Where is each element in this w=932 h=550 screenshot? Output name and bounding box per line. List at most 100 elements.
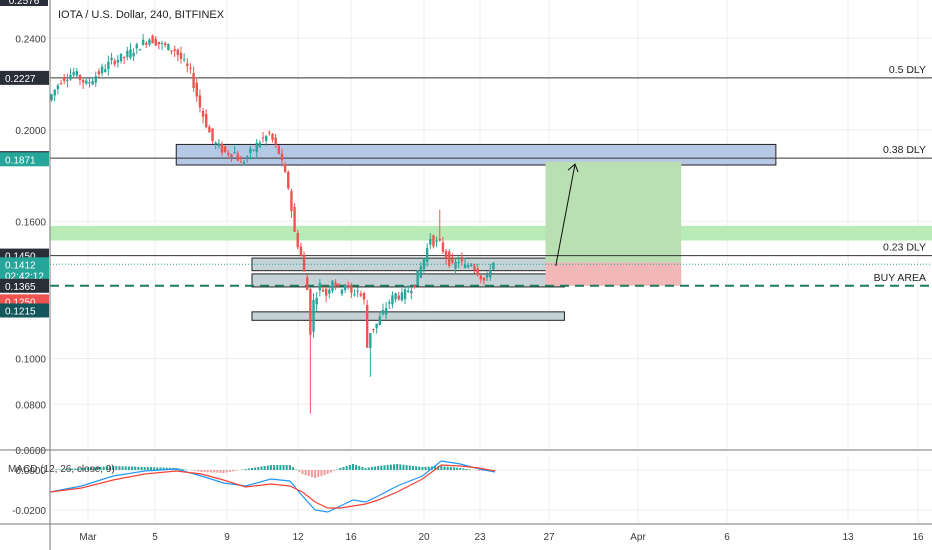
candle-body [416, 270, 419, 285]
macd-histogram-bar [149, 467, 152, 470]
macd-histogram-bar [178, 468, 181, 470]
candle-body [198, 95, 202, 108]
candle-body [441, 242, 445, 252]
candle-body [473, 265, 476, 271]
candle-body [100, 66, 104, 74]
candle-body [328, 289, 331, 294]
macd-histogram-bar [377, 466, 380, 470]
candle-body [290, 191, 293, 212]
macd-histogram-bar [194, 470, 197, 471]
candle-body [318, 283, 322, 291]
macd-histogram-bar [225, 470, 228, 473]
macd-histogram-bar [288, 465, 291, 470]
y-tick-label: 0.0600 [15, 446, 46, 457]
macd-histogram-bar [459, 468, 462, 470]
macd-histogram-bar [108, 466, 111, 470]
candle-body [104, 69, 107, 72]
zones [50, 143, 932, 321]
macd-histogram-bar [67, 468, 70, 470]
candle-body [460, 257, 464, 262]
candle-body [372, 329, 375, 331]
macd-histogram-bar [380, 465, 383, 470]
candle-body [75, 71, 79, 76]
candle-body [331, 280, 334, 291]
level-label: 0.5 DLY [889, 64, 926, 76]
macd-histogram-bar [339, 468, 342, 470]
candle-body [397, 295, 400, 300]
macd-histogram-bar [367, 467, 370, 470]
stop-loss-zone [545, 262, 682, 286]
macd-histogram-bar [159, 467, 162, 470]
macd-histogram-bar [307, 470, 310, 476]
macd-histogram-bar [415, 466, 418, 470]
candle-body [242, 162, 246, 164]
target-arrow [555, 164, 576, 266]
candle-body [233, 152, 236, 154]
candle-body [176, 49, 180, 56]
macd-histogram-bar [153, 467, 156, 470]
macd-histogram-bar [254, 467, 257, 470]
candle-body [312, 299, 315, 332]
macd-histogram-bar [361, 467, 364, 470]
candle-body [444, 250, 448, 258]
macd-histogram-bar [257, 467, 260, 470]
candle-body [138, 49, 142, 51]
macd-histogram-bar [393, 464, 396, 470]
green-band [50, 225, 932, 241]
level-label: BUY AREA [874, 272, 926, 284]
price-tag-label: 02:42:12 [5, 271, 44, 282]
candle-body [201, 111, 205, 117]
macd-histogram-bar [118, 466, 121, 470]
candle-body [223, 146, 227, 153]
macd-histogram-bar [222, 470, 225, 473]
candle-body [258, 142, 262, 148]
candle-body [381, 310, 385, 315]
candle-body [271, 133, 274, 140]
candles [50, 34, 495, 414]
candle-body [287, 171, 290, 189]
candle-body [107, 61, 110, 69]
candle-body [306, 277, 309, 291]
candle-body [154, 38, 157, 46]
macd-histogram-bar [200, 470, 203, 472]
x-tick-label: 5 [152, 532, 158, 543]
x-tick-label: Mar [79, 532, 97, 543]
candle-body [438, 238, 441, 241]
candle-body [400, 292, 404, 301]
candle-body [324, 288, 328, 296]
candle-body [255, 142, 258, 153]
macd-histogram-bar [405, 465, 408, 470]
candle-body [85, 80, 88, 84]
macd-histogram-bar [90, 467, 93, 470]
candle-body [350, 285, 353, 293]
macd-histogram-bar [58, 469, 61, 470]
candle-body [419, 266, 423, 278]
candle-body [148, 39, 151, 45]
macd-histogram-bar [326, 470, 329, 474]
candle-body [182, 59, 186, 61]
macd-histogram-bar [304, 470, 307, 475]
macd-histogram-bar [273, 465, 276, 470]
x-tick-label: Apr [630, 532, 646, 543]
macd-histogram-bar [456, 467, 459, 470]
price-tag [0, 303, 49, 318]
candle-body [315, 297, 318, 305]
macd-histogram-bar [282, 465, 285, 470]
candle-body [482, 277, 486, 281]
macd-histogram-bar [247, 468, 250, 470]
macd-histogram-bar [86, 467, 89, 470]
macd-tick-label: 0.0000 [15, 466, 46, 477]
macd-histogram-bar [263, 466, 266, 470]
price-tag-label: 0.2227 [5, 74, 36, 85]
candle-body [239, 161, 243, 163]
macd-histogram-bar [96, 467, 99, 470]
candle-body [160, 42, 164, 44]
macd-histogram-bar [301, 470, 304, 474]
macd-histogram-bar [351, 464, 354, 470]
candle-body [429, 239, 432, 245]
x-tick-label: 13 [842, 532, 854, 543]
levels: 0.5 DLY 0.38 DLY 0.23 DLY BUY AREA [50, 64, 932, 287]
candle-body [122, 56, 126, 58]
macd-histogram-bar [396, 464, 399, 470]
